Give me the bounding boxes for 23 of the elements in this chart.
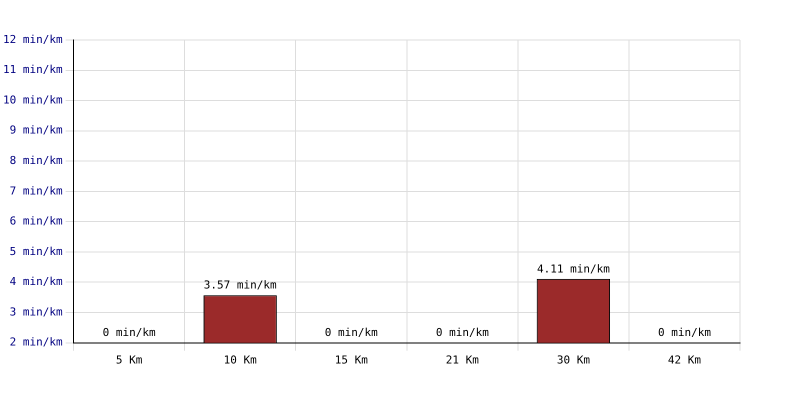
y-tick-label: 6 min/km <box>10 214 63 228</box>
text: 0 min/km <box>658 326 711 340</box>
y-tick-label: 4 min/km <box>10 275 63 288</box>
x-tick-label: 30 Km <box>556 353 590 366</box>
x-tick-label: 5 Km <box>116 353 143 366</box>
y-tick-label: 8 min/km <box>10 154 63 167</box>
text: 0 min/km <box>102 326 156 340</box>
y-tick-label: 11 min/km <box>2 63 63 76</box>
y-tick-label: 3 min/km <box>10 305 63 318</box>
y-tick-label: 9 min/km <box>10 124 63 137</box>
x-tick-label: 42 Km <box>668 353 702 366</box>
y-tick-label: 5 min/km <box>10 244 63 258</box>
y-tick-label: 7 min/km <box>10 184 63 198</box>
x-tick-label: 21 Km <box>446 353 480 366</box>
text: 0 min/km <box>436 326 489 340</box>
x-tick-label: 10 Km <box>224 353 258 366</box>
x-tick-label: 15 Km <box>334 353 368 366</box>
y-tick-label: 2 min/km <box>10 336 63 349</box>
text: 0 min/km <box>324 326 378 340</box>
y-tick-label: 10 min/km <box>2 93 63 106</box>
data-label: 4.11 min/km <box>536 262 610 276</box>
y-tick-label: 12 min/km <box>2 32 63 46</box>
data-label: 3.57 min/km <box>204 278 277 292</box>
